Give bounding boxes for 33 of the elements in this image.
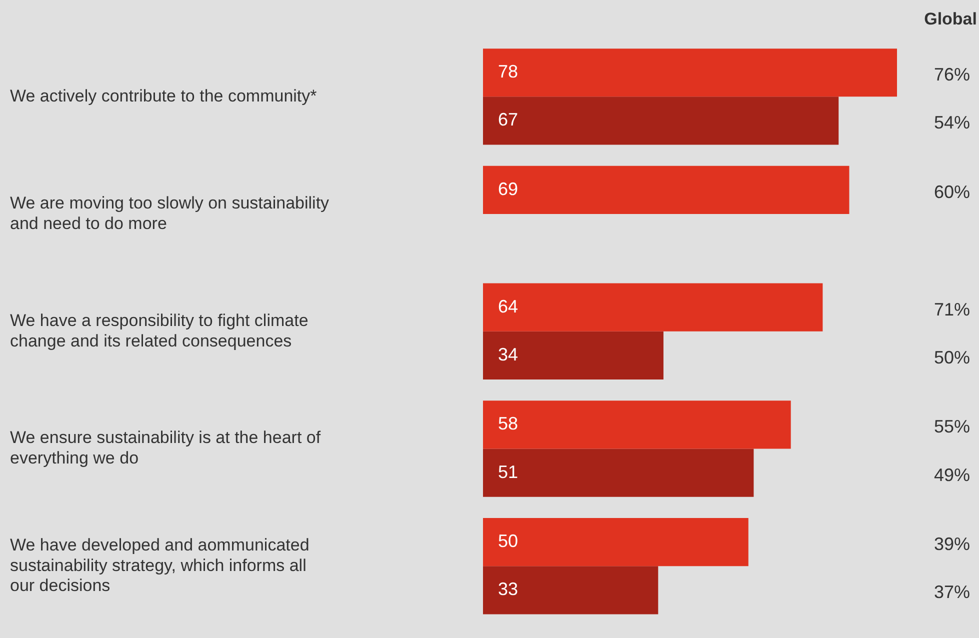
y-tick-label: We ensure sustainability is at the heart of everything we do — [10, 428, 321, 468]
y-tick-label: We have developed and aommunicated sustainability strategy, which informs all our decisions — [10, 535, 310, 596]
data-label: 64 — [498, 296, 518, 316]
bar — [483, 566, 658, 614]
data-label: 78 — [498, 62, 518, 82]
data-label: 58 — [498, 414, 518, 434]
text: Global — [924, 10, 977, 29]
text: 39% — [934, 534, 970, 554]
text: 50% — [934, 347, 970, 368]
bar — [483, 400, 791, 449]
data-label: 50 — [498, 531, 518, 552]
bar — [483, 448, 754, 497]
text: 76% — [934, 64, 970, 85]
text: 54% — [934, 112, 970, 133]
text: 55% — [934, 416, 970, 437]
text: 71% — [934, 299, 970, 320]
text: 37% — [934, 582, 970, 602]
data-label: 34 — [498, 344, 518, 364]
data-label: 67 — [498, 110, 518, 130]
bar — [483, 48, 897, 97]
bar — [483, 96, 839, 145]
data-label: 51 — [498, 462, 518, 482]
y-tick-label: We are moving too slowly on sustainability and need to do more — [10, 194, 330, 233]
y-tick-label: We actively contribute to the community* — [10, 86, 318, 106]
bar — [483, 518, 748, 566]
y-tick-label: We have a responsibility to fight climate change and its related consequences — [10, 310, 308, 350]
bar — [483, 283, 823, 332]
bar — [483, 166, 850, 214]
text: 60% — [934, 182, 970, 202]
data-label: 33 — [498, 579, 518, 600]
bar — [483, 331, 664, 380]
data-label: 69 — [498, 178, 518, 199]
text: 49% — [934, 464, 970, 485]
